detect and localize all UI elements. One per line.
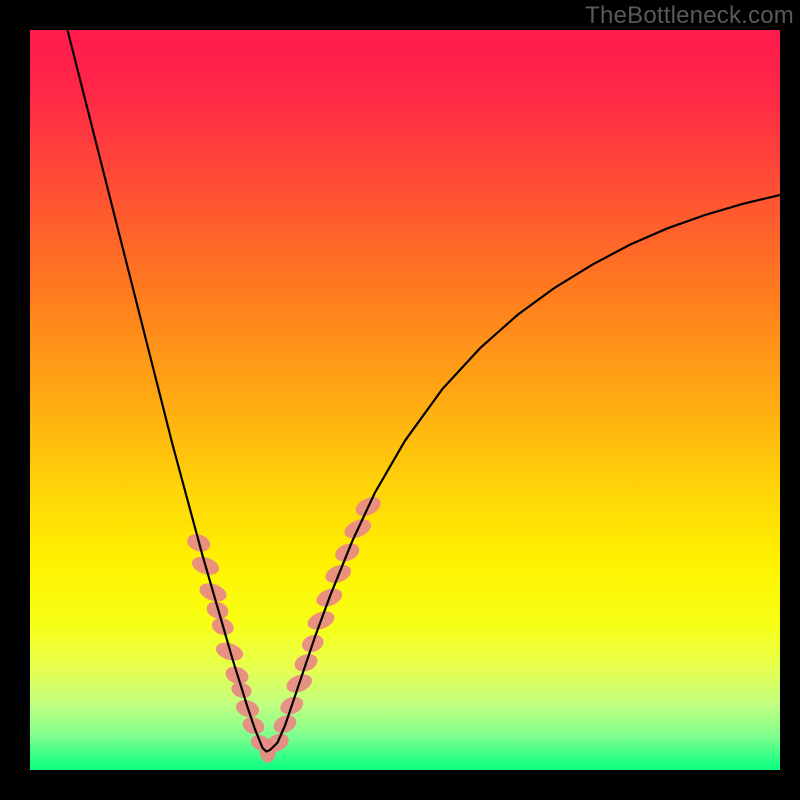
watermark-text: TheBottleneck.com xyxy=(585,2,794,30)
plot-area xyxy=(30,30,780,770)
dot-clusters xyxy=(185,493,384,762)
bottleneck-curve xyxy=(68,30,781,752)
curve-svg xyxy=(30,30,780,770)
